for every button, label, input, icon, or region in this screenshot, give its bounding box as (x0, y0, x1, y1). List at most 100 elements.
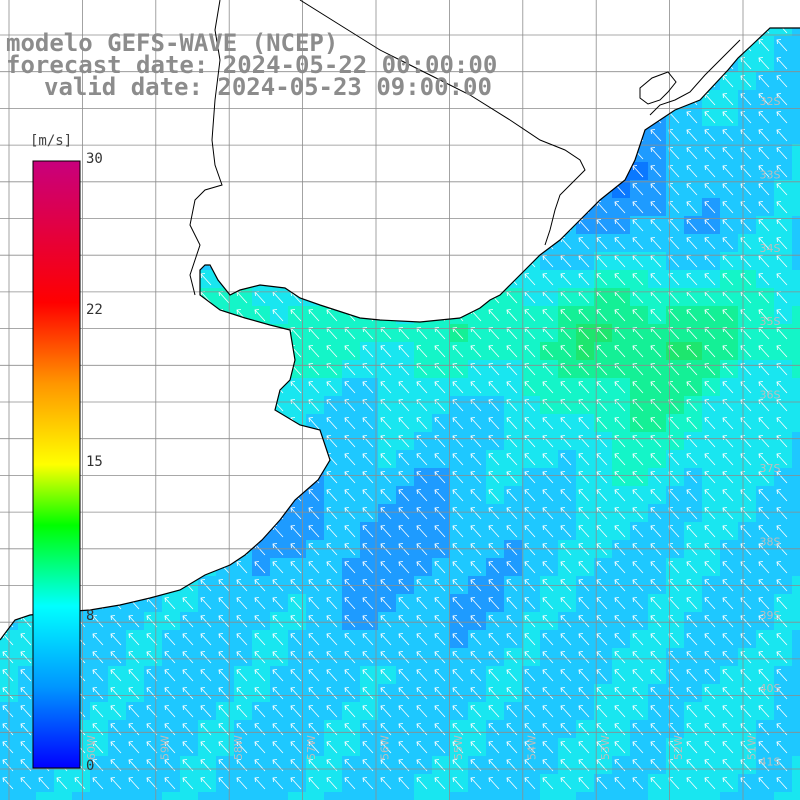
wind-arrow (182, 219, 194, 232)
wind-arrow (578, 345, 590, 358)
wind-arrow (632, 28, 644, 34)
colorbar-tick: 8 (86, 608, 95, 624)
wind-arrow (452, 255, 464, 268)
wind-arrow (632, 219, 644, 232)
wind-arrow (398, 309, 410, 322)
wind-arrow (218, 435, 230, 448)
wind-arrow (434, 111, 446, 124)
wind-arrow (416, 381, 428, 394)
wind-arrow (632, 57, 644, 70)
wind-arrow (182, 507, 194, 520)
wind-arrow (254, 345, 266, 358)
wind-arrow (380, 28, 392, 34)
wind-arrow (470, 28, 482, 34)
wind-arrow (20, 489, 32, 502)
wind-arrow (686, 28, 698, 34)
wind-arrow (524, 165, 536, 178)
wind-arrow (704, 111, 716, 124)
wind-arrow (92, 543, 104, 556)
wind-arrow (254, 435, 266, 448)
wind-arrow (632, 111, 644, 124)
wind-arrow (326, 147, 338, 160)
wind-arrow (2, 489, 14, 502)
wind-arrow (596, 111, 608, 124)
wind-arrow (398, 291, 410, 304)
wind-arrow (20, 417, 32, 430)
wind-arrow (254, 273, 266, 286)
wind-arrow (362, 201, 374, 214)
wind-arrow (2, 255, 14, 268)
wind-arrow (110, 471, 122, 484)
wind-arrow (128, 165, 140, 178)
wind-arrow (254, 129, 266, 142)
wind-arrow (362, 129, 374, 142)
wind-arrow (2, 471, 14, 484)
wind-arrow (434, 255, 446, 268)
wind-arrow (434, 39, 446, 52)
wind-arrow (632, 183, 644, 196)
latitude-label: 39S (760, 609, 781, 622)
wind-arrow (308, 471, 320, 484)
wind-arrow (578, 111, 590, 124)
wind-arrow (452, 147, 464, 160)
wind-arrow (524, 219, 536, 232)
wind-arrow (164, 165, 176, 178)
wind-arrow (578, 201, 590, 214)
wind-arrow (182, 381, 194, 394)
wind-arrow (236, 525, 248, 538)
wind-arrow (164, 561, 176, 574)
wind-arrow (507, 4, 517, 16)
wind-arrow (524, 237, 536, 250)
wind-arrow (470, 39, 482, 52)
wind-arrow (488, 345, 500, 358)
wind-arrow (92, 129, 104, 142)
wind-arrow (20, 201, 32, 214)
wind-arrow (758, 273, 770, 286)
wind-arrow (380, 129, 392, 142)
wind-arrow (200, 543, 212, 556)
wind-arrow (650, 219, 662, 232)
wind-arrow (452, 183, 464, 196)
wind-arrow (272, 255, 284, 268)
wind-arrow (596, 255, 608, 268)
wind-arrow (200, 453, 212, 466)
wind-arrow (164, 417, 176, 430)
wind-arrow (236, 507, 248, 520)
wind-arrow (2, 129, 14, 142)
wind-arrow (470, 111, 482, 124)
wind-arrow (92, 597, 104, 610)
wind-arrow (398, 363, 410, 376)
wind-arrow (506, 363, 518, 376)
wind-arrow (560, 363, 572, 376)
wind-arrow (758, 28, 770, 34)
wind-arrow (722, 147, 734, 160)
wind-arrow (632, 309, 644, 322)
wind-arrow (20, 543, 32, 556)
wind-arrow (380, 147, 392, 160)
wind-arrow (326, 363, 338, 376)
wind-arrow (200, 147, 212, 160)
wind-arrow (686, 237, 698, 250)
wind-arrow (92, 471, 104, 484)
wind-arrow (650, 309, 662, 322)
wind-arrow (200, 273, 212, 286)
wind-arrow (165, 4, 175, 16)
longitude-label: 59W (158, 735, 171, 760)
wind-arrow (380, 327, 392, 340)
wind-arrow (56, 111, 68, 124)
wind-arrow (182, 453, 194, 466)
wind-arrow (236, 471, 248, 484)
wind-arrow (111, 4, 121, 16)
wind-arrow (452, 129, 464, 142)
wind-arrow (524, 363, 536, 376)
wind-arrow (596, 219, 608, 232)
wind-arrow (704, 201, 716, 214)
wind-arrow (20, 561, 32, 574)
wind-arrow (596, 129, 608, 142)
wind-arrow (488, 111, 500, 124)
wind-arrow (92, 201, 104, 214)
wind-arrow (308, 453, 320, 466)
wind-arrow (632, 237, 644, 250)
wind-arrow (668, 93, 680, 106)
